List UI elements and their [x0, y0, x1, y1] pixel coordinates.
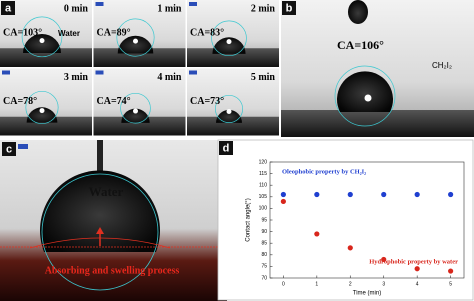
substrate [93, 116, 186, 136]
y-tick-label: 110 [259, 183, 267, 189]
legend-entry: Oleophobic property by CH₂I₂ [282, 168, 366, 175]
scale-tag [189, 70, 197, 75]
frame-time: 4 min [157, 72, 182, 83]
arrow-head [96, 227, 104, 234]
droplet [117, 35, 154, 54]
highlight [364, 94, 372, 102]
data-point [381, 191, 387, 198]
frame-ca: CA=78° [3, 96, 37, 107]
y-tick-label: 105 [259, 194, 268, 200]
frame-ca: CA=74° [97, 96, 131, 107]
highlight [39, 108, 45, 114]
droplet [337, 71, 393, 112]
pendant-drop [348, 0, 368, 24]
y-tick-label: 75 [261, 264, 267, 270]
data-point [280, 198, 286, 205]
data-point [347, 245, 353, 251]
substrate [0, 116, 92, 136]
y-tick-label: 100 [259, 206, 268, 212]
highlight [39, 38, 45, 44]
scale-tag [95, 2, 104, 6]
x-tick-label: 2 [349, 281, 352, 287]
highlight [226, 39, 232, 45]
frame-ca: CA=73° [190, 96, 224, 107]
liquid-label: Water [89, 184, 124, 199]
scale-tag [189, 2, 197, 6]
frame-time: 0 min [64, 3, 89, 14]
x-tick-label: 1 [315, 281, 318, 287]
needle [97, 140, 103, 172]
data-point [414, 266, 420, 272]
x-tick-label: 0 [282, 281, 285, 287]
panel-label-box [219, 141, 233, 155]
data-point [347, 191, 353, 198]
substrate [187, 116, 279, 136]
substrate [93, 48, 186, 67]
fit-circle [334, 65, 396, 127]
scale-tag [2, 70, 10, 75]
y-tick-label: 80 [261, 252, 267, 258]
droplet [26, 107, 58, 123]
y-tick-label: 95 [261, 217, 267, 223]
scale-tag [18, 144, 28, 149]
liquid-label: CH₂I₂ [432, 61, 452, 70]
panel-label: d [223, 142, 230, 154]
fit-circle [116, 18, 155, 57]
substrate [187, 48, 279, 67]
highlight [133, 108, 138, 114]
frame-ca: CA=103° [3, 27, 42, 38]
x-tick-label: 3 [382, 281, 385, 287]
panel-label-box [1, 1, 15, 15]
chart-panel [217, 139, 474, 301]
y-axis-title: Contact angle(°) [246, 198, 252, 241]
frame-ca: CA=83° [190, 27, 224, 38]
liquid-label: Water [58, 29, 80, 38]
x-axis-title: Time (min) [353, 291, 381, 297]
y-tick-label: 85 [261, 241, 267, 247]
drop-ca: CA=106° [337, 38, 384, 52]
panel-label: b [286, 2, 293, 14]
fit-circle [21, 16, 63, 58]
frame-time: 3 min [64, 72, 89, 83]
droplet [121, 108, 150, 123]
y-tick-label: 120 [259, 159, 268, 165]
caption: Absorbing and swelling process [45, 265, 180, 276]
data-point [280, 191, 286, 198]
panel-label: a [5, 2, 12, 14]
droplet [216, 109, 242, 123]
data-point [448, 268, 454, 274]
data-point [314, 231, 320, 237]
x-tick-label: 4 [416, 281, 419, 287]
frame-time: 2 min [251, 3, 276, 14]
data-point [381, 256, 387, 263]
legend-entry: Hydrophobic property by water [369, 258, 458, 265]
y-tick-label: 115 [259, 171, 267, 177]
x-tick-label: 5 [449, 281, 452, 287]
fit-circle [211, 20, 247, 57]
droplet [212, 37, 246, 54]
panel-label: c [6, 143, 12, 155]
data-point [448, 191, 454, 198]
highlight [133, 38, 138, 44]
panel-label-box [2, 142, 16, 156]
frame-time: 1 min [157, 3, 182, 14]
data-point [414, 191, 420, 198]
fit-circle [120, 92, 151, 124]
panel-label-box [282, 1, 296, 15]
scale-tag [95, 70, 104, 75]
frame-ca: CA=89° [97, 27, 131, 38]
fit-circle [41, 173, 159, 291]
highlight [226, 109, 232, 115]
frame-time: 5 min [251, 72, 276, 83]
data-point [314, 191, 320, 198]
fit-circle [215, 94, 244, 123]
y-tick-label: 90 [261, 229, 267, 235]
y-tick-label: 70 [261, 275, 267, 281]
droplet [23, 33, 61, 53]
fit-circle [25, 90, 59, 125]
droplet [40, 170, 160, 252]
